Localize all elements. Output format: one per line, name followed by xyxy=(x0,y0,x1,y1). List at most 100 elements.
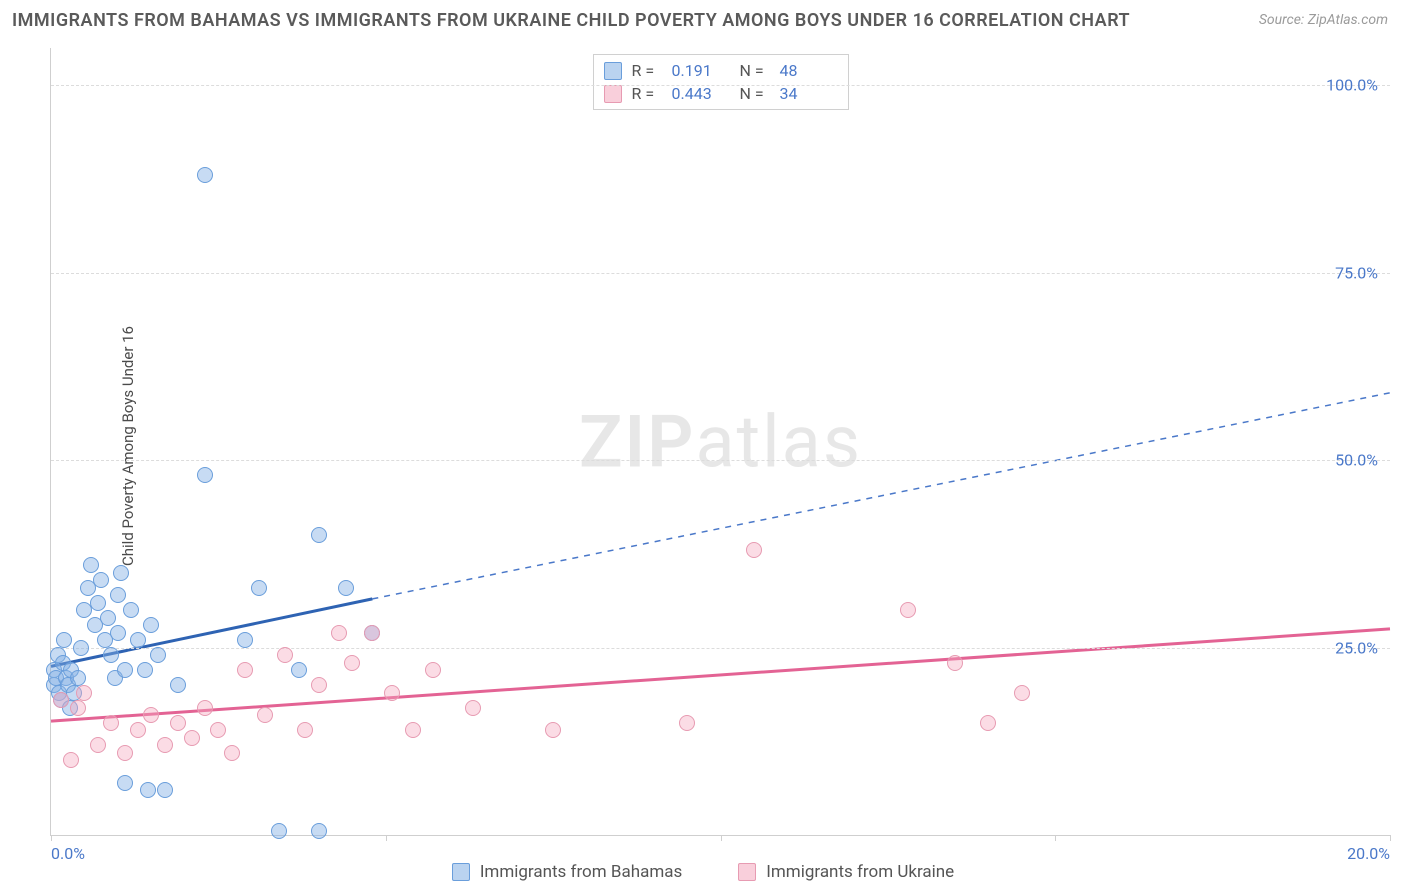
y-tick-label: 100.0% xyxy=(1326,76,1378,95)
y-tick-label: 25.0% xyxy=(1335,638,1378,657)
data-point-ukraine xyxy=(90,737,106,753)
data-point-bahamas xyxy=(90,595,106,611)
data-point-bahamas xyxy=(73,640,89,656)
data-point-ukraine xyxy=(210,722,226,738)
y-tick-label: 75.0% xyxy=(1335,263,1378,282)
legend-label-bahamas: Immigrants from Bahamas xyxy=(480,862,682,882)
legend-label-ukraine: Immigrants from Ukraine xyxy=(766,862,954,882)
legend-row-bahamas: R = 0.191 N = 48 xyxy=(604,59,838,82)
data-point-bahamas xyxy=(110,587,126,603)
data-point-ukraine xyxy=(405,722,421,738)
swatch-bahamas-icon xyxy=(604,62,622,80)
data-point-ukraine xyxy=(980,715,996,731)
data-point-ukraine xyxy=(237,662,253,678)
data-point-bahamas xyxy=(271,823,287,839)
data-point-ukraine xyxy=(143,707,159,723)
data-point-bahamas xyxy=(110,625,126,641)
r-value-ukraine: 0.443 xyxy=(672,84,730,103)
data-point-bahamas xyxy=(83,557,99,573)
x-tick-mark xyxy=(1390,835,1391,841)
swatch-ukraine-icon xyxy=(604,85,622,103)
data-point-bahamas xyxy=(338,580,354,596)
gridline-h xyxy=(51,460,1390,461)
data-point-bahamas xyxy=(123,602,139,618)
data-point-ukraine xyxy=(297,722,313,738)
x-tick-label: 20.0% xyxy=(1347,844,1390,863)
source-prefix: Source: xyxy=(1259,12,1308,28)
data-point-ukraine xyxy=(130,722,146,738)
source-credit: Source: ZipAtlas.com xyxy=(1259,12,1388,28)
data-point-bahamas xyxy=(143,617,159,633)
data-point-ukraine xyxy=(257,707,273,723)
x-tick-mark xyxy=(386,835,387,841)
data-point-ukraine xyxy=(170,715,186,731)
n-value-ukraine: 34 xyxy=(780,84,838,103)
data-point-ukraine xyxy=(53,692,69,708)
data-point-bahamas xyxy=(311,527,327,543)
data-point-bahamas xyxy=(291,662,307,678)
trend-lines-layer xyxy=(51,48,1390,835)
data-point-bahamas xyxy=(93,572,109,588)
x-tick-mark xyxy=(51,835,52,841)
legend-item-ukraine: Immigrants from Ukraine xyxy=(738,862,954,882)
gridline-h xyxy=(51,85,1390,86)
data-point-ukraine xyxy=(1014,685,1030,701)
data-point-ukraine xyxy=(103,715,119,731)
n-label: N = xyxy=(740,84,770,103)
data-point-ukraine xyxy=(311,677,327,693)
data-point-bahamas xyxy=(197,167,213,183)
data-point-bahamas xyxy=(117,662,133,678)
chart-title: IMMIGRANTS FROM BAHAMAS VS IMMIGRANTS FR… xyxy=(12,10,1130,31)
data-point-bahamas xyxy=(70,670,86,686)
data-point-bahamas xyxy=(170,677,186,693)
data-point-ukraine xyxy=(63,752,79,768)
series-legend: Immigrants from Bahamas Immigrants from … xyxy=(0,862,1406,882)
x-tick-label: 0.0% xyxy=(51,844,85,863)
data-point-ukraine xyxy=(224,745,240,761)
data-point-bahamas xyxy=(103,647,119,663)
data-point-ukraine xyxy=(277,647,293,663)
n-value-bahamas: 48 xyxy=(780,61,838,80)
data-point-bahamas xyxy=(150,647,166,663)
watermark-text: ZIPatlas xyxy=(579,399,862,484)
gridline-h xyxy=(51,273,1390,274)
data-point-ukraine xyxy=(746,542,762,558)
data-point-ukraine xyxy=(465,700,481,716)
data-point-bahamas xyxy=(113,565,129,581)
data-point-bahamas xyxy=(237,632,253,648)
data-point-ukraine xyxy=(76,685,92,701)
y-tick-label: 50.0% xyxy=(1335,451,1378,470)
swatch-ukraine-icon xyxy=(738,863,756,881)
data-point-ukraine xyxy=(679,715,695,731)
r-label: R = xyxy=(632,61,662,80)
swatch-bahamas-icon xyxy=(452,863,470,881)
r-label: R = xyxy=(632,84,662,103)
data-point-ukraine xyxy=(184,730,200,746)
data-point-ukraine xyxy=(117,745,133,761)
gridline-h xyxy=(51,648,1390,649)
correlation-legend: R = 0.191 N = 48 R = 0.443 N = 34 xyxy=(593,54,849,110)
data-point-bahamas xyxy=(56,632,72,648)
data-point-ukraine xyxy=(344,655,360,671)
data-point-ukraine xyxy=(331,625,347,641)
data-point-ukraine xyxy=(364,625,380,641)
data-point-ukraine xyxy=(384,685,400,701)
source-link[interactable]: ZipAtlas.com xyxy=(1308,12,1388,28)
data-point-ukraine xyxy=(70,700,86,716)
data-point-ukraine xyxy=(157,737,173,753)
data-point-bahamas xyxy=(157,782,173,798)
data-point-bahamas xyxy=(117,775,133,791)
data-point-ukraine xyxy=(900,602,916,618)
scatter-plot-area: ZIPatlas R = 0.191 N = 48 R = 0.443 N = … xyxy=(50,48,1390,836)
x-tick-mark xyxy=(721,835,722,841)
data-point-ukraine xyxy=(197,700,213,716)
n-label: N = xyxy=(740,61,770,80)
data-point-bahamas xyxy=(130,632,146,648)
data-point-bahamas xyxy=(100,610,116,626)
data-point-bahamas xyxy=(197,467,213,483)
data-point-bahamas xyxy=(140,782,156,798)
x-tick-mark xyxy=(1055,835,1056,841)
legend-item-bahamas: Immigrants from Bahamas xyxy=(452,862,682,882)
data-point-bahamas xyxy=(311,823,327,839)
data-point-bahamas xyxy=(251,580,267,596)
